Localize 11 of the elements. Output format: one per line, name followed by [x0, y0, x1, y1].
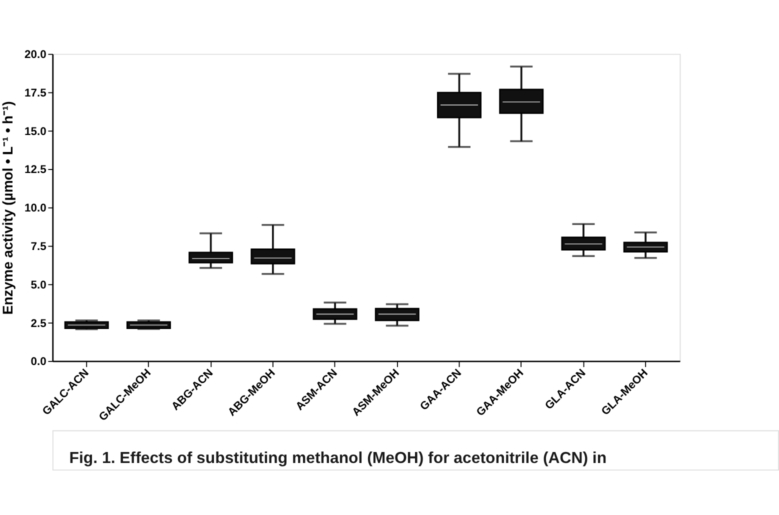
y-tick-label: 2.5 [30, 318, 46, 330]
y-tick-label: 12.5 [24, 164, 46, 176]
y-tick-label: 7.5 [30, 241, 46, 254]
y-axis-title: Enzyme activity (µmol • L⁻¹ • h⁻¹) [0, 101, 16, 315]
y-tick-label: 20.0 [24, 49, 46, 62]
y-tick-label: 10.0 [24, 202, 46, 215]
y-tick-label: 15.0 [24, 126, 46, 138]
caption: Fig. 1. Effects of substituting methanol (MeOH) for acetonitrile (ACN) in [69, 450, 607, 468]
y-tick-label: 0.0 [30, 356, 46, 368]
y-tick-label: 17.5 [24, 87, 46, 100]
y-tick-label: 5.0 [30, 279, 46, 292]
